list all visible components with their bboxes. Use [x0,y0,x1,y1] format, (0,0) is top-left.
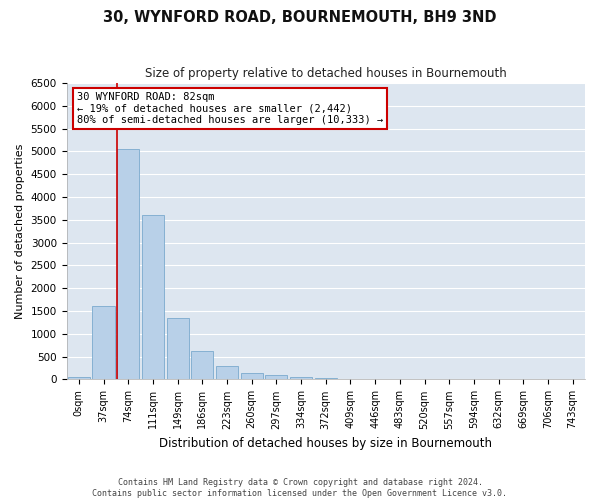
Text: Contains HM Land Registry data © Crown copyright and database right 2024.
Contai: Contains HM Land Registry data © Crown c… [92,478,508,498]
Bar [265,375,287,380]
Y-axis label: Number of detached properties: Number of detached properties [15,144,25,319]
X-axis label: Distribution of detached houses by size in Bournemouth: Distribution of detached houses by size … [159,437,492,450]
Bar [92,306,115,380]
Bar [216,366,238,380]
Title: Size of property relative to detached houses in Bournemouth: Size of property relative to detached ho… [145,68,506,80]
Bar [314,378,337,380]
Bar [340,378,362,380]
Bar [191,351,214,380]
Bar [68,377,90,380]
Bar [167,318,189,380]
Bar [241,372,263,380]
Text: 30 WYNFORD ROAD: 82sqm
← 19% of detached houses are smaller (2,442)
80% of semi-: 30 WYNFORD ROAD: 82sqm ← 19% of detached… [77,92,383,125]
Bar [142,216,164,380]
Bar [290,376,312,380]
Text: 30, WYNFORD ROAD, BOURNEMOUTH, BH9 3ND: 30, WYNFORD ROAD, BOURNEMOUTH, BH9 3ND [103,10,497,25]
Bar [117,149,139,380]
